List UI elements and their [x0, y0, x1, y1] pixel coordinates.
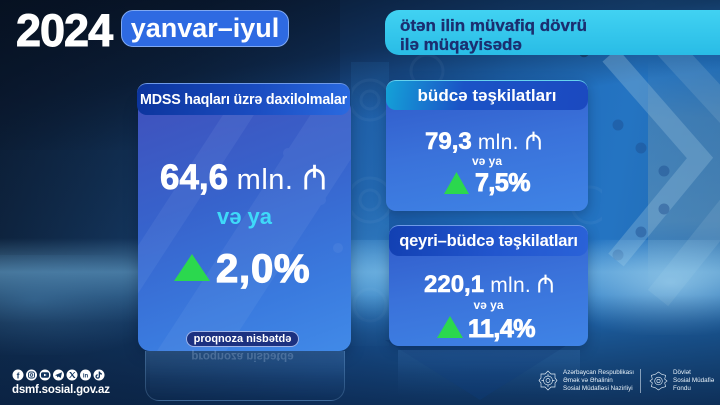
svg-text:in: in [83, 374, 89, 380]
svg-text:f: f [17, 371, 20, 381]
